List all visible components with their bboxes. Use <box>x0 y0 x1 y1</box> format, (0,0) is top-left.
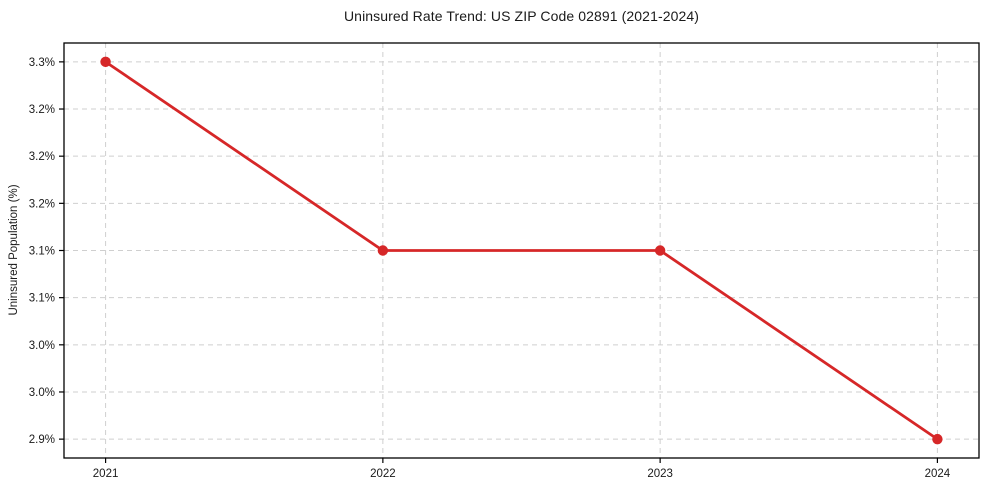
y-tick-label: 3.2% <box>29 198 55 210</box>
y-tick-label: 3.1% <box>29 293 55 305</box>
data-point-marker <box>100 56 111 68</box>
x-tick-label: 2021 <box>93 468 119 480</box>
y-tick-label: 3.3% <box>29 57 55 69</box>
trend-line <box>104 60 939 441</box>
chart-title: Uninsured Rate Trend: US ZIP Code 02891 … <box>343 8 700 24</box>
data-point-marker <box>932 433 943 445</box>
x-tick-label: 2022 <box>370 468 396 480</box>
y-tick-label: 3.0% <box>29 387 55 399</box>
x-tick-label: 2024 <box>925 468 951 480</box>
y-tick-label: 3.2% <box>29 151 55 163</box>
y-tick-label: 3.1% <box>29 246 55 258</box>
data-point-marker <box>377 245 389 256</box>
y-tick-label: 3.2% <box>29 104 55 116</box>
y-tick-label: 2.9% <box>29 434 55 446</box>
y-tick-label: 3.0% <box>29 340 55 352</box>
data-point-marker <box>654 245 666 256</box>
x-tick-label: 2023 <box>647 468 673 480</box>
